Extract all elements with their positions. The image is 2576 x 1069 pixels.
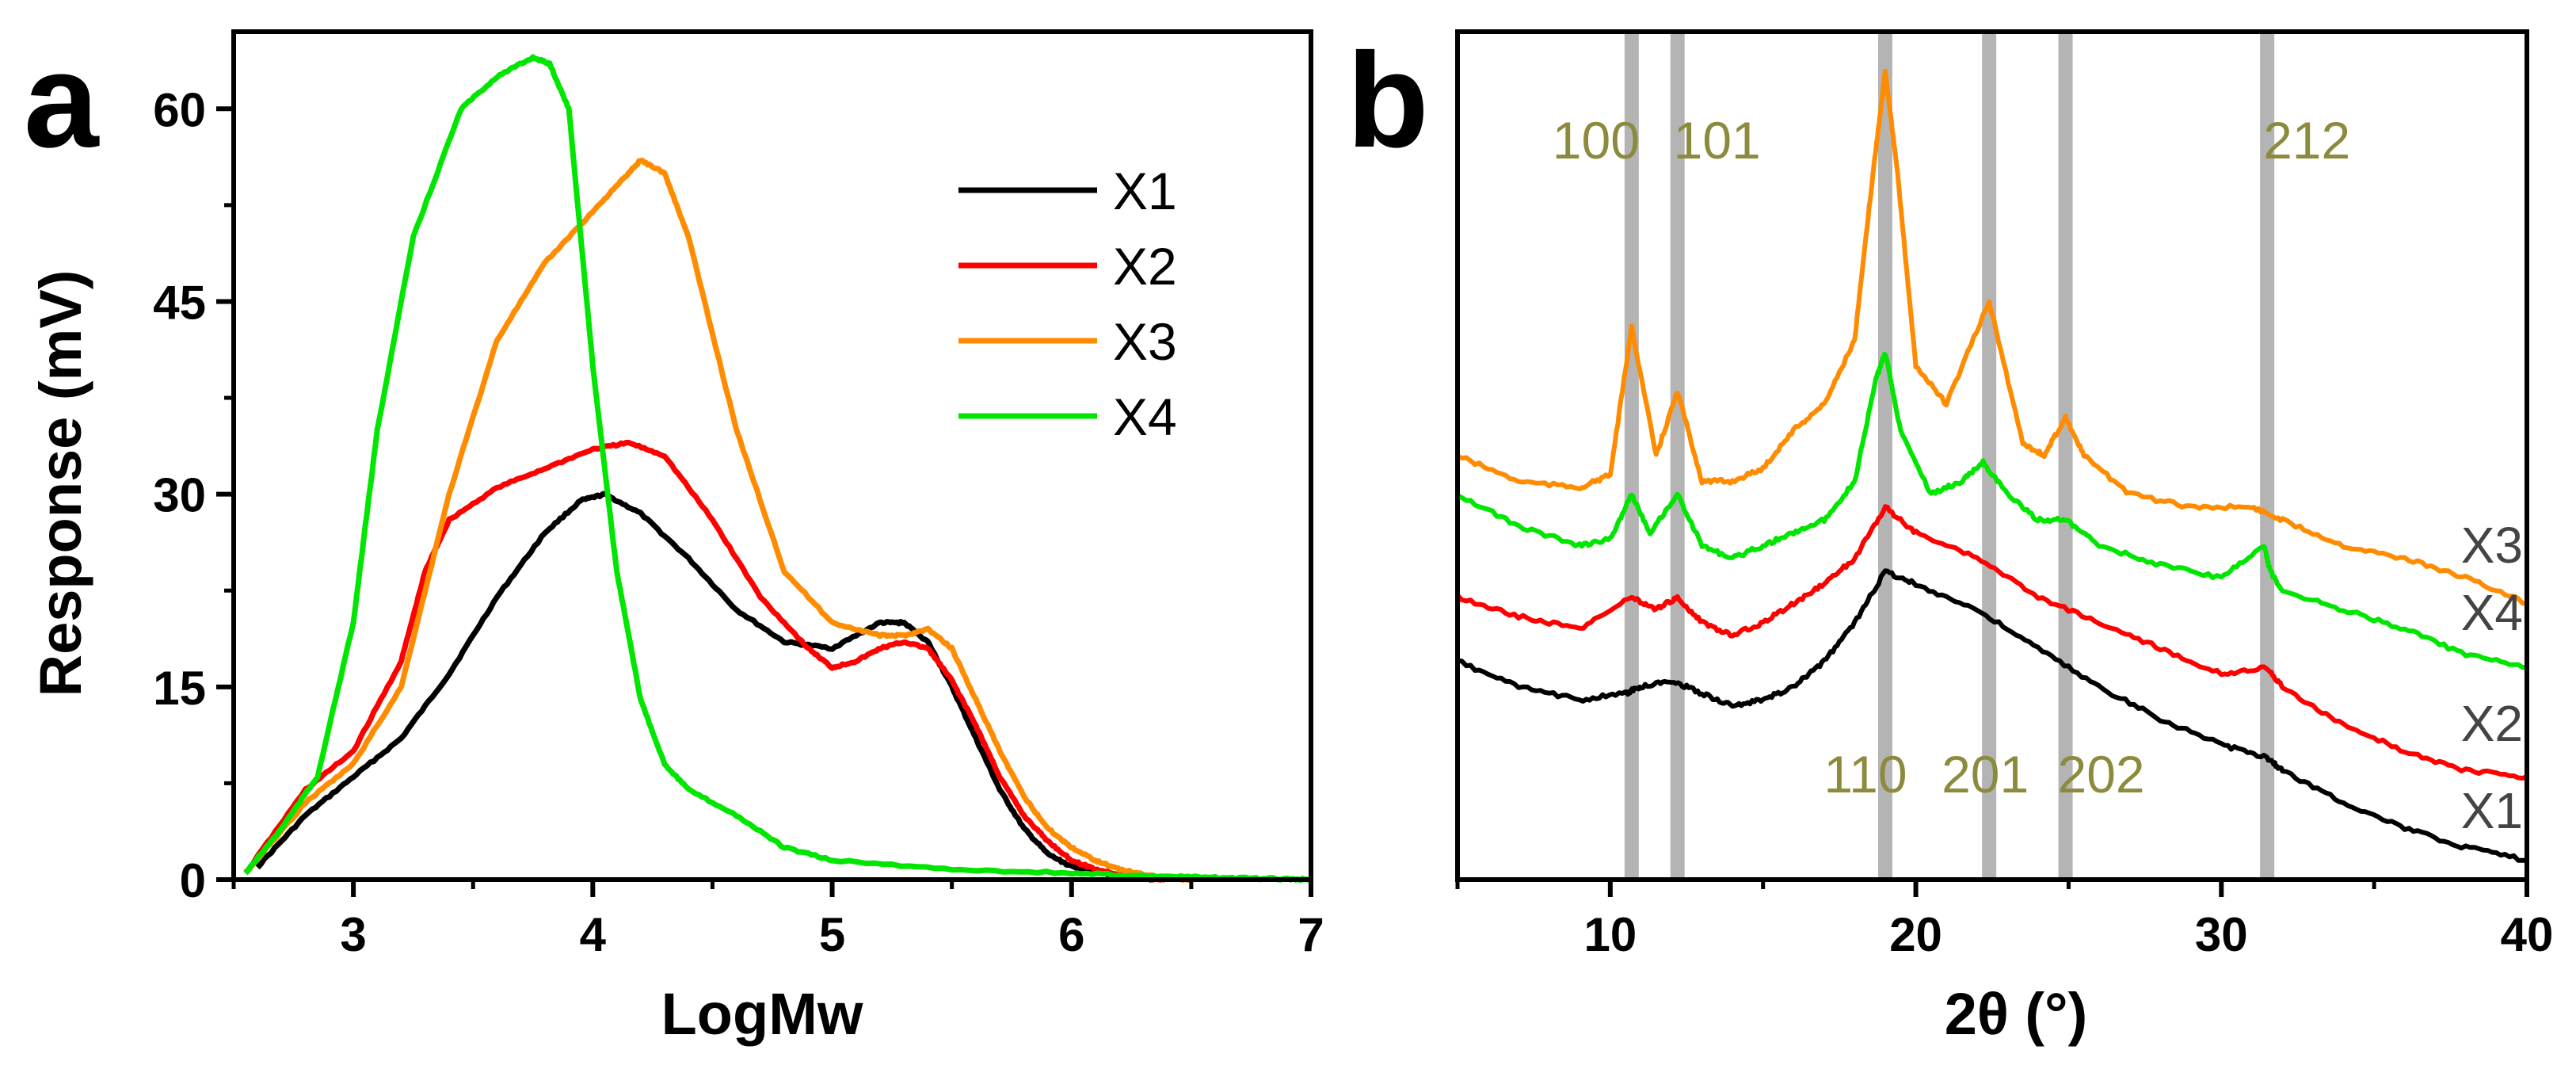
panel-b-peak-band <box>1624 32 1639 880</box>
panel-a-x-tick-label: 3 <box>340 908 366 961</box>
panel-b-series-label-x2: X2 <box>2461 695 2523 752</box>
panel-b-x-tick-label: 30 <box>2195 908 2248 961</box>
panel-b-peak-band <box>1982 32 1997 880</box>
panel-b-peak-label-201: 201 <box>1942 745 2029 804</box>
panel-a-frame <box>231 29 1313 882</box>
legend-label-x4: X4 <box>1113 388 1177 446</box>
panel-b-series-label-x3: X3 <box>2461 517 2523 574</box>
panel-a-x-tick-label: 5 <box>819 908 845 961</box>
legend-label-x2: X2 <box>1113 237 1177 296</box>
panel-b-x-axis-label: 2θ (°) <box>1945 981 2088 1047</box>
panel-a-x-axis-label: LogMw <box>661 981 863 1047</box>
panel-b-letter: b <box>1347 25 1429 176</box>
panel-a-x-tick-label: 7 <box>1298 908 1324 961</box>
panel-b-series-line-x3 <box>1456 68 2528 606</box>
panel-b-peak-label-110: 110 <box>1823 745 1907 804</box>
panel-b-peak-band <box>1670 32 1685 880</box>
panel-a-y-axis-label: Response (mV) <box>28 270 93 697</box>
panel-a-y-tick-label: 45 <box>153 276 206 329</box>
panel-a-y-tick-label: 15 <box>153 662 206 715</box>
panel-a-y-tick-label: 0 <box>180 854 206 907</box>
panel-b-series-line-x1 <box>1457 568 2528 863</box>
panel-b-series-line-x4 <box>1456 351 2528 670</box>
panel-b: b 10 20 30 40 100 101 212 110 201 202 X3 X4 X2 X1 2θ … <box>1347 25 2553 1047</box>
panel-b-x-tick-label: 20 <box>1889 908 1942 961</box>
panel-b-peak-band <box>1878 32 1892 880</box>
panel-b-series-line-x2 <box>1455 504 2528 781</box>
panel-b-frame <box>1455 29 2529 882</box>
panel-a-series-line-x4 <box>243 54 1313 884</box>
panel-b-peak-label-212: 212 <box>2263 111 2350 170</box>
panel-b-plot-area: 10 20 30 40 100 101 212 110 201 202 X3 X4 X2 X1 <box>1455 29 2554 961</box>
panel-a-y-tick-label: 30 <box>153 469 206 522</box>
panel-a-x-tick-label: 6 <box>1058 908 1084 961</box>
panel-b-x-tick-label: 10 <box>1583 908 1637 961</box>
panel-b-peak-label-100: 100 <box>1553 111 1640 170</box>
legend-label-x3: X3 <box>1113 312 1177 371</box>
panel-a-letter: a <box>24 25 100 176</box>
panel-a-y-tick-label: 60 <box>153 83 206 136</box>
panel-a-series-line-x2 <box>243 440 1169 883</box>
panel-b-series-label-x1: X1 <box>2461 782 2523 839</box>
panel-b-x-tick-label: 40 <box>2501 908 2554 961</box>
legend-label-x1: X1 <box>1113 162 1177 220</box>
panel-b-peak-label-101: 101 <box>1674 111 1761 170</box>
panel-a-series-line-x3 <box>243 157 1193 884</box>
panel-a-x-tick-label: 4 <box>580 908 607 961</box>
panel-a-series-line-x1 <box>255 491 1157 883</box>
panel-b-series-label-x4: X4 <box>2461 584 2523 641</box>
panel-b-peak-label-202: 202 <box>2058 745 2145 804</box>
